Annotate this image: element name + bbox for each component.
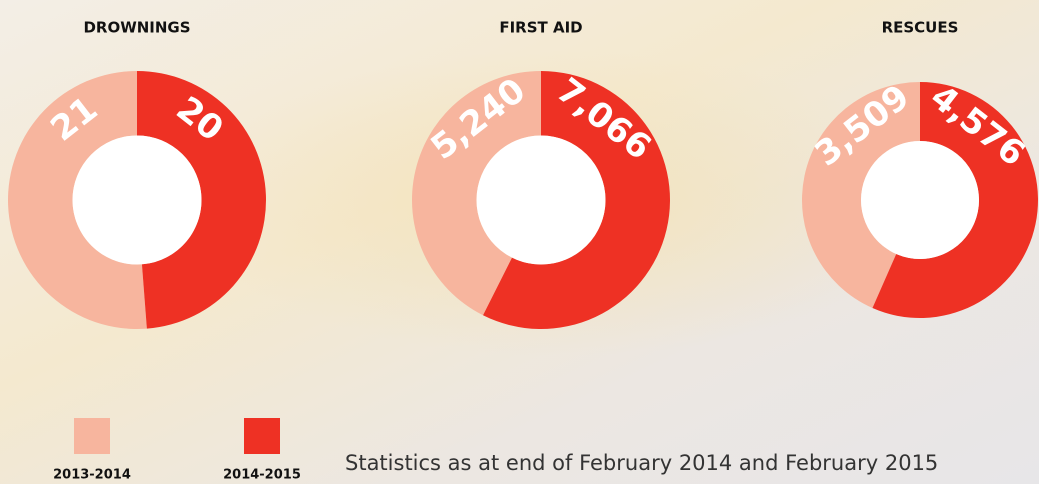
donut-segment (483, 71, 670, 330)
donut-segment (411, 71, 541, 316)
donut-hole (72, 135, 202, 265)
donut-hole (861, 141, 979, 259)
footnote: Statistics as at end of February 2014 an… (345, 451, 938, 475)
legend-swatch (244, 418, 280, 454)
legend-swatch (74, 418, 110, 454)
donut-segment (137, 71, 266, 329)
legend-label: 2014-2015 (223, 468, 301, 483)
legend: 2013-2014 2014-2015 (53, 418, 301, 483)
legend-label: 2013-2014 (53, 468, 131, 483)
donut-hole (476, 135, 606, 265)
chart-title: FIRST AID (499, 19, 582, 37)
donut-segment (802, 82, 920, 309)
donut-segment (7, 71, 147, 329)
chart-title: DROWNINGS (83, 19, 190, 37)
donut-segment (872, 82, 1039, 318)
chart-title: RESCUES (882, 19, 959, 37)
